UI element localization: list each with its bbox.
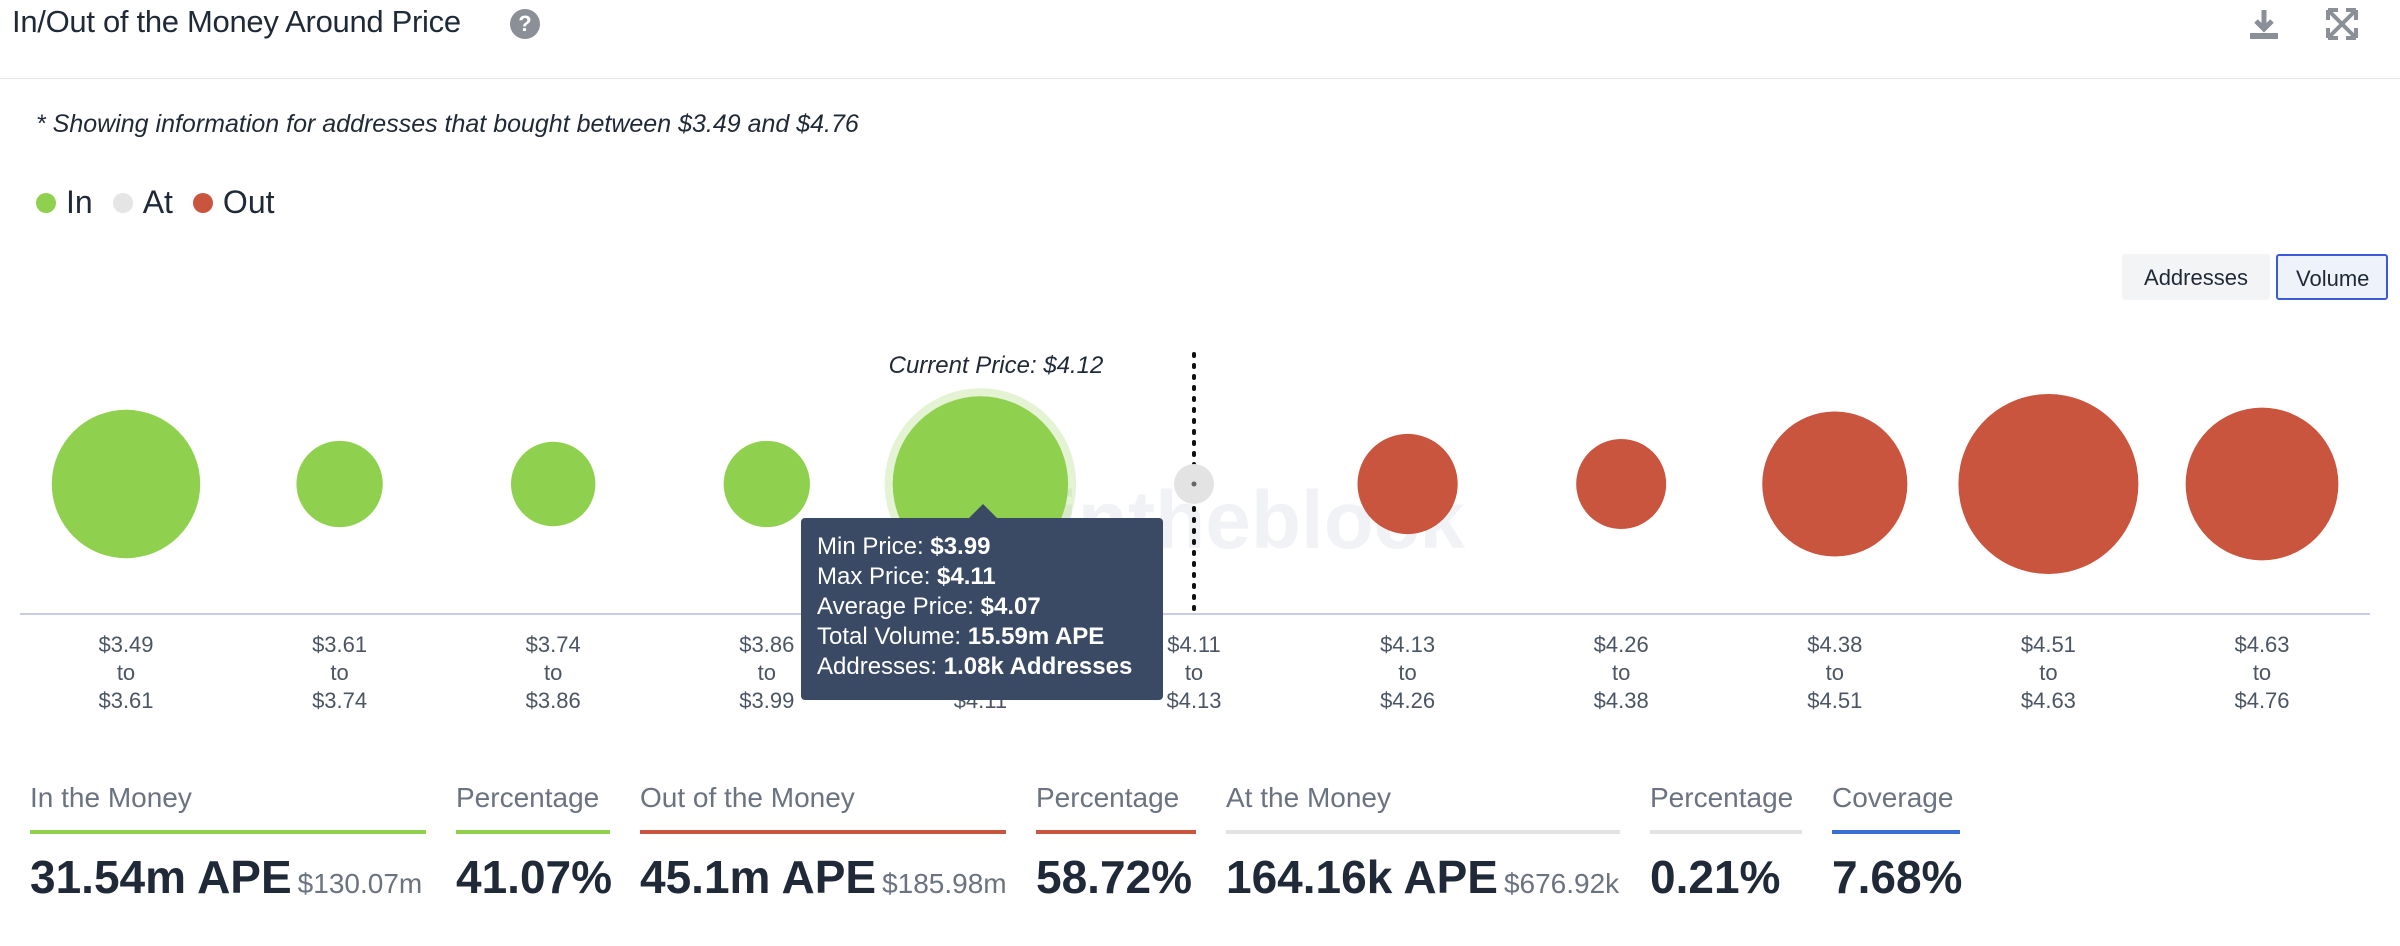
bubble-out	[1762, 411, 1908, 557]
x-tick-label: $4.11	[1167, 632, 1220, 657]
stat-underline	[1650, 830, 1802, 834]
legend-item-at[interactable]: At	[112, 184, 173, 221]
bubble-in	[296, 440, 383, 528]
stat-value: 31.54m APE $130.07m	[30, 851, 423, 903]
legend-dot-out-icon	[192, 192, 213, 213]
stat-value: 7.68%	[1832, 851, 1963, 903]
x-tick-label: $4.26	[1380, 688, 1435, 713]
x-tick-label: to	[1612, 660, 1630, 685]
tooltip-avg-price: Average Price: $4.07	[817, 593, 1041, 620]
bubble-at-center	[1191, 481, 1197, 487]
stat-underline	[640, 830, 1006, 834]
stat-value: 0.21%	[1650, 851, 1781, 903]
x-tick-label: $3.86	[526, 688, 581, 713]
x-tick-label: to	[1185, 660, 1203, 685]
tooltip-total-volume: Total Volume: 15.59m APE	[817, 623, 1105, 650]
stat-value: 45.1m APE $185.98m	[640, 851, 1007, 903]
legend-item-in[interactable]: In	[36, 184, 93, 221]
stat-label: Percentage	[1036, 782, 1180, 813]
stat-label: Out of the Money	[640, 782, 855, 813]
x-tick-label: to	[2039, 660, 2057, 685]
stat-value: 58.72%	[1036, 851, 1193, 903]
x-tick-label: $4.76	[2234, 688, 2289, 713]
x-tick-label: $3.61	[312, 632, 367, 657]
stat-out-percentage: Percentage 58.72%	[1036, 778, 1196, 904]
x-tick-label: to	[117, 660, 135, 685]
x-tick-label: to	[2253, 660, 2271, 685]
stat-underline	[456, 830, 610, 834]
page-title: In/Out of the Money Around Price	[12, 4, 461, 39]
stat-label: Percentage	[1650, 782, 1794, 813]
help-icon[interactable]: ?	[510, 9, 540, 39]
x-tick-label: to	[1398, 660, 1416, 685]
x-tick-label: to	[330, 660, 348, 685]
x-tick-label: $3.99	[739, 688, 794, 713]
stat-usd-value: $130.07m	[297, 868, 423, 899]
stat-out-of-the-money: Out of the Money 45.1m APE $185.98m	[640, 778, 1007, 904]
volume-toggle-button[interactable]: Volume	[2276, 254, 2388, 300]
stat-coverage: Coverage 7.68%	[1832, 778, 1963, 904]
legend-dot-in-icon	[36, 192, 56, 213]
stat-at-the-money: At the Money 164.16k APE $676.92k	[1226, 778, 1620, 904]
x-tick-label: $3.86	[739, 632, 794, 657]
bubble-out	[1958, 394, 2139, 574]
bubble-out	[1357, 433, 1458, 535]
legend-label-in: In	[66, 184, 93, 220]
x-tick-label: $4.38	[1807, 632, 1862, 657]
legend-label-at: At	[142, 184, 173, 220]
stat-label: At the Money	[1226, 782, 1391, 813]
stat-underline	[1832, 830, 1960, 834]
stat-in-the-money: In the Money 31.54m APE $130.07m	[30, 778, 426, 904]
stat-value: 164.16k APE $676.92k	[1226, 851, 1620, 903]
legend-label-out: Out	[222, 184, 275, 220]
x-tick-label: $3.49	[98, 632, 153, 657]
x-tick-label: $4.63	[2234, 632, 2289, 657]
x-tick-label: $4.26	[1594, 632, 1649, 657]
x-tick-label: $3.74	[312, 688, 367, 713]
bubble-out	[2185, 407, 2339, 561]
expand-icon[interactable]	[2322, 4, 2362, 44]
x-tick-label: to	[1826, 660, 1844, 685]
x-tick-label: $4.13	[1380, 632, 1435, 657]
x-tick-label: $4.13	[1166, 688, 1221, 713]
summary-stats: In the Money 31.54m APE $130.07m Percenta…	[0, 778, 2400, 928]
stat-underline	[30, 830, 426, 834]
tooltip-max-price: Max Price: $4.11	[817, 563, 996, 590]
x-tick-label: $4.38	[1594, 688, 1649, 713]
download-icon[interactable]	[2244, 4, 2284, 44]
tooltip-addresses: Addresses: 1.08k Addresses	[817, 653, 1133, 680]
addresses-toggle-button[interactable]: Addresses	[2122, 254, 2270, 300]
bubble-in	[510, 441, 596, 527]
stat-at-percentage: Percentage 0.21%	[1650, 778, 1802, 904]
stat-usd-value: $676.92k	[1503, 868, 1620, 899]
stat-value: 41.07%	[456, 851, 613, 903]
stat-label: Percentage	[456, 782, 600, 813]
header: In/Out of the Money Around Price ?	[0, 0, 2400, 79]
x-tick-label: $4.51	[1807, 688, 1862, 713]
tooltip-min-price: Min Price: $3.99	[817, 533, 991, 560]
stat-usd-value: $185.98m	[882, 868, 1007, 899]
x-tick-label: $3.74	[526, 632, 581, 657]
legend-dot-at-icon	[112, 192, 133, 213]
stat-underline	[1036, 830, 1196, 834]
legend-item-out[interactable]: Out	[192, 184, 275, 221]
current-price-label: Current Price: $4.12	[889, 352, 1104, 379]
stat-in-percentage: Percentage 41.07%	[456, 778, 613, 904]
x-tick-label: to	[544, 660, 562, 685]
x-tick-label: to	[758, 660, 776, 685]
x-tick-label: $3.61	[98, 688, 153, 713]
x-tick-label: $4.63	[2021, 688, 2076, 713]
legend: In At Out	[36, 184, 295, 221]
stat-label: Coverage	[1832, 782, 1954, 813]
bubble-in	[51, 409, 201, 559]
stat-label: In the Money	[30, 782, 192, 813]
stat-underline	[1226, 830, 1620, 834]
bubble-in	[723, 440, 810, 528]
range-note: * Showing information for addresses that…	[36, 110, 859, 138]
bubble-out	[1576, 439, 1667, 529]
x-tick-label: $4.51	[2021, 632, 2076, 657]
bin-tooltip: Min Price: $3.99 Max Price: $4.11 Averag…	[801, 504, 1163, 700]
